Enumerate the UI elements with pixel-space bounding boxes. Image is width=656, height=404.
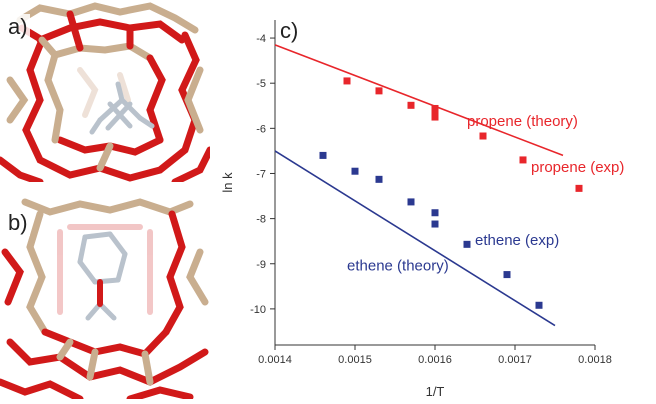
x-tick-label: 0.0017: [498, 354, 532, 366]
series-line-3: [274, 150, 556, 327]
x-tick-label: 0.0018: [578, 354, 612, 366]
y-tick-label: -7: [256, 168, 266, 180]
annotation-label: propene (theory): [467, 113, 578, 130]
data-point-2-8: [535, 301, 543, 309]
x-tick-label: 0.0015: [338, 354, 372, 366]
annotation-label: ethene (theory): [347, 258, 449, 275]
plot-canvas: c) 0.0014 0.0015 0.0016 0.0017 0.0018 -4 -5 -6 -…: [220, 18, 624, 399]
panel-c-label: c): [280, 18, 298, 43]
y-tick-label: -4: [256, 33, 266, 45]
data-point-2-4: [431, 209, 439, 217]
data-point-2-2: [375, 175, 383, 183]
panel-a-framework-image: a): [0, 0, 210, 182]
data-point-2-0: [319, 151, 327, 159]
y-tick-label: -6: [256, 123, 266, 135]
data-point-0-8: [575, 184, 583, 192]
panel-b-label: b): [6, 210, 30, 236]
y-tick-label: -8: [256, 214, 266, 226]
series-line-1: [274, 44, 564, 157]
y-tick-label: -5: [256, 78, 266, 90]
annotation-label: ethene (exp): [475, 232, 559, 249]
data-point-0-1: [375, 87, 383, 95]
plot-axes: 0.0014 0.0015 0.0016 0.0017 0.0018 -4 -5 -6 -7 -8…: [250, 20, 612, 366]
y-tick-label: -10: [250, 304, 266, 316]
data-point-0-5: [431, 113, 439, 121]
y-tick-label: -9: [256, 259, 266, 271]
data-point-2-6: [463, 240, 471, 248]
plot-marks: [274, 44, 583, 327]
data-point-2-3: [407, 198, 415, 206]
data-point-2-5: [431, 220, 439, 228]
plot-annotations: propene (theory) propene (exp) ethene (exp…: [347, 113, 624, 274]
rate-plot: c) 0.0014 0.0015 0.0016 0.0017 0.0018 -4 -5 -6 -…: [210, 0, 656, 399]
framework-a-drawing: [0, 2, 210, 182]
annotation-label: propene (exp): [531, 159, 624, 176]
data-point-0-3: [431, 104, 439, 112]
data-point-0-4: [431, 109, 439, 117]
panel-b-framework-image: b): [0, 192, 210, 399]
x-tick-label: 0.0016: [418, 354, 452, 366]
data-point-2-1: [351, 167, 359, 175]
data-point-0-2: [407, 101, 415, 109]
x-tick-label: 0.0014: [258, 354, 292, 366]
panel-a-label: a): [6, 14, 30, 40]
framework-b-drawing: [0, 198, 209, 399]
y-axis-label: ln k: [220, 172, 235, 193]
x-axis-label: 1/T: [426, 384, 445, 399]
data-point-0-0: [343, 77, 351, 85]
data-point-2-7: [503, 271, 511, 279]
data-point-0-6: [479, 132, 487, 140]
data-point-0-7: [519, 156, 527, 164]
